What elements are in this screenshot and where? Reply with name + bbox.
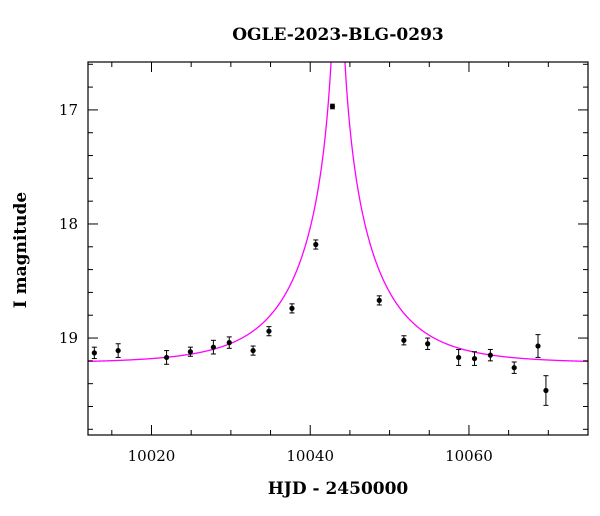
- data-point: [187, 346, 193, 357]
- data-point: [329, 103, 336, 110]
- data-marker: [543, 387, 549, 394]
- data-point: [163, 350, 170, 365]
- data-point: [115, 343, 121, 358]
- data-marker: [329, 103, 336, 110]
- data-point: [376, 295, 382, 306]
- data-marker: [187, 349, 193, 355]
- y-tick-label: 17: [59, 101, 78, 119]
- data-marker: [511, 365, 517, 371]
- data-marker: [210, 344, 216, 350]
- data-point: [511, 361, 517, 374]
- data-marker: [226, 340, 232, 346]
- data-point: [313, 239, 319, 250]
- x-tick-label: 10040: [286, 447, 334, 465]
- model-curve: [88, 62, 588, 363]
- data-point: [250, 345, 256, 356]
- data-marker: [376, 297, 382, 304]
- data-marker: [289, 305, 295, 311]
- data-marker: [250, 347, 256, 354]
- data-marker: [471, 355, 478, 362]
- data-marker: [487, 352, 493, 358]
- data-marker: [535, 343, 541, 349]
- data-point: [210, 339, 216, 355]
- y-tick-label: 19: [59, 329, 78, 347]
- data-point: [266, 326, 272, 337]
- plot-frame: [87, 61, 589, 436]
- data-point: [543, 375, 549, 406]
- data-marker: [313, 241, 319, 248]
- data-point: [91, 346, 97, 360]
- data-point: [425, 337, 431, 350]
- data-marker: [401, 337, 407, 343]
- data-point: [471, 351, 478, 366]
- data-point: [535, 334, 541, 358]
- data-marker: [115, 347, 121, 354]
- y-tick-label: 18: [59, 215, 78, 233]
- data-marker: [91, 350, 97, 356]
- y-axis-label: I magnitude: [11, 192, 31, 309]
- data-marker: [425, 341, 431, 347]
- data-marker: [163, 354, 170, 361]
- data-marker: [456, 354, 462, 361]
- x-tick-label: 10020: [128, 447, 176, 465]
- plot-area: 10020 10040 10060 17 18 19: [59, 61, 589, 465]
- data-point: [289, 303, 295, 314]
- data-marker: [266, 328, 272, 334]
- x-axis-label: HJD - 2450000: [268, 479, 409, 499]
- data-point: [226, 336, 232, 349]
- chart-title: OGLE-2023-BLG-0293: [232, 25, 444, 45]
- x-tick-label: 10060: [445, 447, 493, 465]
- data-point: [487, 348, 493, 362]
- data-point: [456, 348, 462, 366]
- data-point: [401, 335, 407, 346]
